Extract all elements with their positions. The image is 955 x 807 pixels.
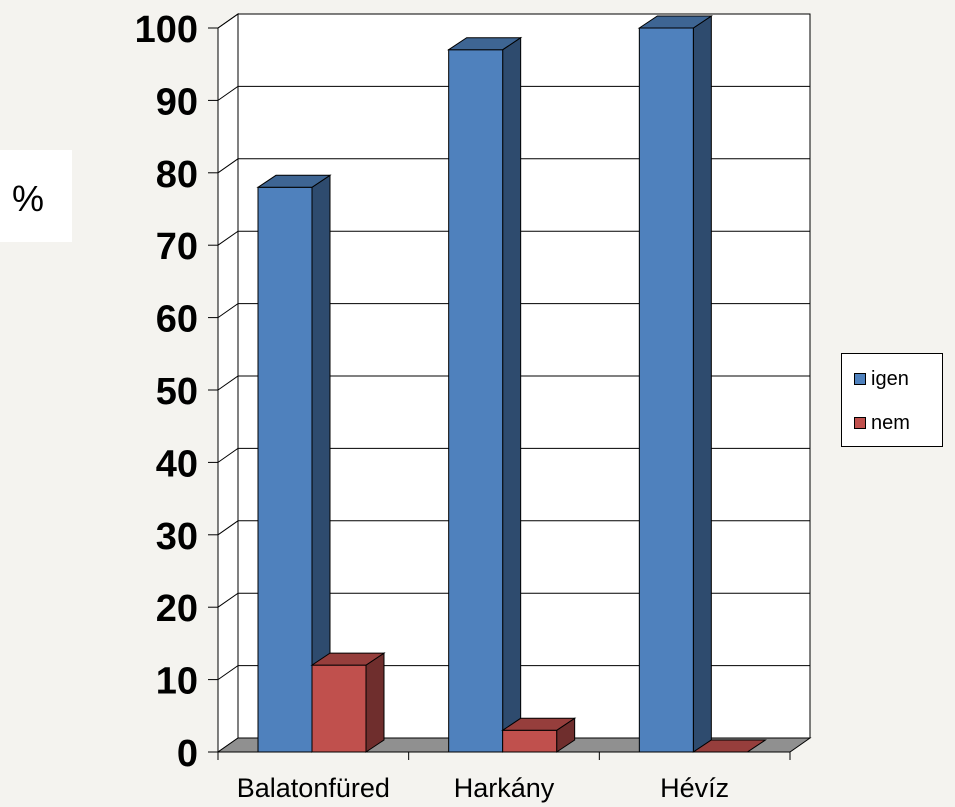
bar-igen-0 xyxy=(257,186,313,753)
gridline xyxy=(217,85,810,101)
legend-item-igen: igen xyxy=(854,368,909,390)
legend: igen nem xyxy=(841,353,943,447)
gridline xyxy=(217,665,810,681)
bar-top-igen xyxy=(256,174,332,188)
bar-side-igen xyxy=(502,36,522,753)
y-axis-label-background xyxy=(0,150,72,242)
bar-top-igen xyxy=(637,15,713,29)
x-tick-label: Hévíz xyxy=(660,773,729,803)
gridline xyxy=(217,520,810,536)
y-tick-label: 60 xyxy=(156,299,198,341)
y-axis-label: % xyxy=(12,178,45,219)
gridline xyxy=(217,230,810,246)
bar-top-nem xyxy=(501,717,577,731)
bar-nem-0 xyxy=(311,664,367,753)
x-tick-label: Balatonfüred xyxy=(237,773,390,803)
legend-swatch-nem xyxy=(854,417,866,429)
gridline xyxy=(217,158,810,174)
x-tick-label: Harkány xyxy=(454,773,555,803)
y-tick-label: 30 xyxy=(156,516,198,558)
y-tick-label: 0 xyxy=(177,733,198,775)
y-tick-label: 90 xyxy=(156,81,198,123)
gridline xyxy=(217,447,810,463)
y-tick-label: 100 xyxy=(135,9,198,51)
legend-item-nem: nem xyxy=(854,412,910,434)
bar-igen-2 xyxy=(638,27,694,753)
bar-top-igen xyxy=(447,37,523,51)
gridline xyxy=(217,13,810,29)
legend-label-igen: igen xyxy=(871,367,909,390)
gridline xyxy=(217,592,810,608)
y-tick-label: 50 xyxy=(156,371,198,413)
bar-igen-1 xyxy=(448,49,504,753)
bar-top-nem xyxy=(691,739,767,753)
y-tick-label: 20 xyxy=(156,588,198,630)
bar-side-nem xyxy=(365,652,385,753)
legend-swatch-igen xyxy=(854,373,866,385)
legend-label-nem: nem xyxy=(871,411,910,434)
y-tick-label: 70 xyxy=(156,226,198,268)
bar-nem-1 xyxy=(502,729,558,753)
bar-side-igen xyxy=(692,15,712,753)
y-tick-label: 40 xyxy=(156,443,198,485)
y-tick-label: 80 xyxy=(156,154,198,196)
gridline xyxy=(217,375,810,391)
bar-top-nem xyxy=(310,652,386,666)
y-tick-label: 10 xyxy=(156,661,198,703)
gridline xyxy=(217,303,810,319)
